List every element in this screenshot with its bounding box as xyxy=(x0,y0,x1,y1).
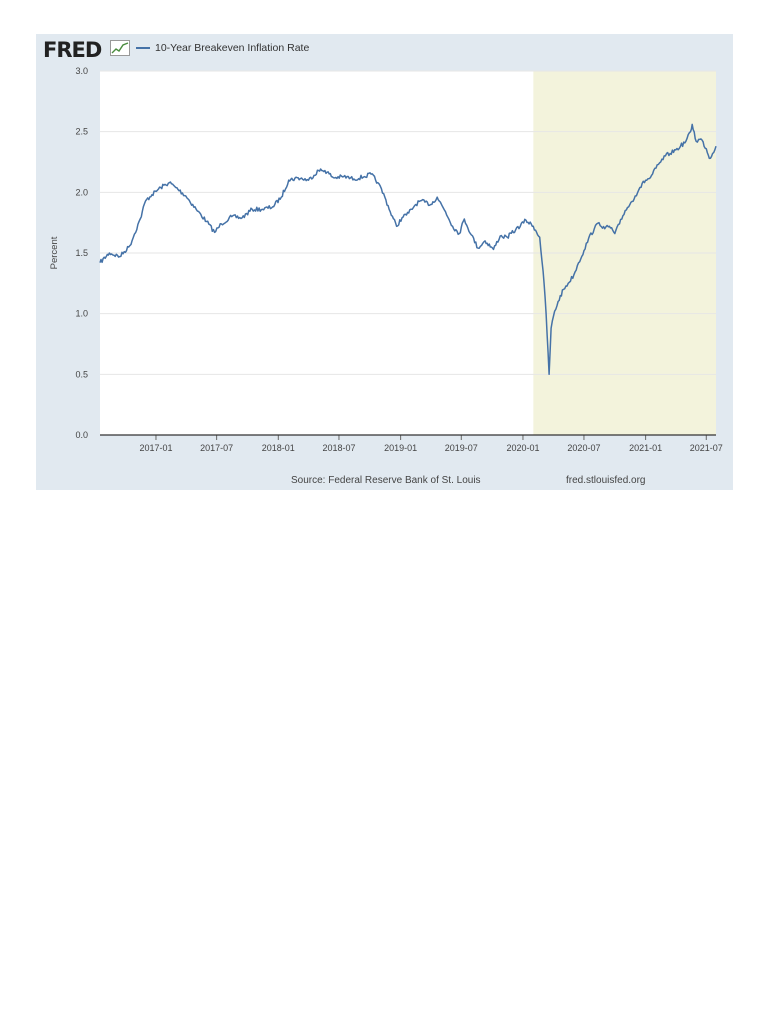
y-axis-ticks: 0.0 0.5 1.0 1.5 2.0 2.5 3.0 xyxy=(75,66,88,440)
x-tick-label: 2020-07 xyxy=(567,443,600,453)
y-tick-label: 2.0 xyxy=(75,187,88,197)
fred-chart-frame: FRED 10-Year Breakeven Inflation Rate 0.… xyxy=(36,34,733,490)
site-link[interactable]: fred.stlouisfed.org xyxy=(566,475,646,486)
y-tick-label: 2.5 xyxy=(75,127,88,137)
fred-logo[interactable]: FRED xyxy=(43,38,102,62)
x-tick-label: 2021-07 xyxy=(690,443,723,453)
y-axis-label: Percent xyxy=(49,236,60,269)
line-graph-icon xyxy=(110,40,130,56)
y-tick-label: 1.5 xyxy=(75,248,88,258)
gridlines xyxy=(100,70,716,375)
y-tick-label: 1.0 xyxy=(75,309,88,319)
x-tick-label: 2017-01 xyxy=(139,443,172,453)
series-line-breakeven xyxy=(99,123,717,376)
x-tick-label: 2018-07 xyxy=(322,443,355,453)
chart-legend: 10-Year Breakeven Inflation Rate xyxy=(136,40,309,56)
y-tick-label: 0.5 xyxy=(75,369,88,379)
line-chart: 0.0 0.5 1.0 1.5 2.0 2.5 3.0 2017-01 2017-07 2018… xyxy=(49,66,723,453)
legend-swatch xyxy=(136,47,150,49)
source-note: Source: Federal Reserve Bank of St. Loui… xyxy=(291,475,481,486)
x-tick-label: 2017-07 xyxy=(200,443,233,453)
x-tick-label: 2018-01 xyxy=(262,443,295,453)
legend-entry: 10-Year Breakeven Inflation Rate xyxy=(155,42,310,54)
x-tick-label: 2019-01 xyxy=(384,443,417,453)
x-tick-label: 2019-07 xyxy=(445,443,478,453)
x-tick-label: 2020-01 xyxy=(506,443,539,453)
x-tick-label: 2021-01 xyxy=(629,443,662,453)
y-tick-label: 0.0 xyxy=(75,430,88,440)
y-tick-label: 3.0 xyxy=(75,66,88,76)
x-axis-ticks: 2017-01 2017-07 2018-01 2018-07 2019-01 2019-… xyxy=(139,435,723,453)
